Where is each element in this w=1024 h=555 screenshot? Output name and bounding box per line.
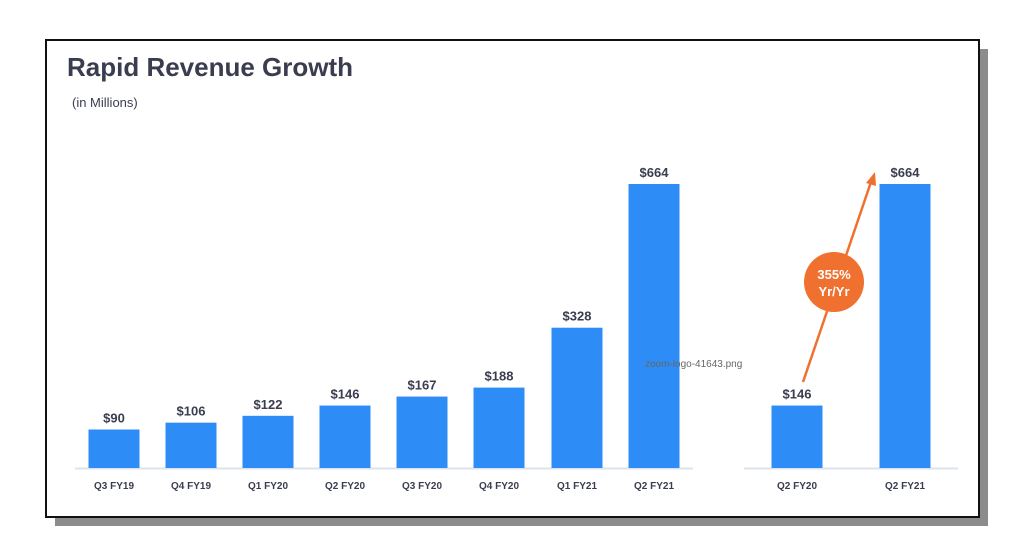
- main-data-label: $90: [103, 411, 125, 426]
- compare-bar: [771, 405, 823, 468]
- main-tick-label: Q4 FY20: [479, 481, 519, 492]
- main-tick-label: Q2 FY20: [325, 481, 365, 492]
- main-tick-label: Q3 FY20: [402, 481, 442, 492]
- main-data-label: $664: [640, 165, 670, 180]
- main-data-label: $328: [563, 309, 592, 324]
- main-tick-label: Q4 FY19: [171, 481, 211, 492]
- main-tick-label: Q2 FY21: [634, 481, 674, 492]
- watermark-text: zoom-logo-41643.png: [645, 359, 743, 370]
- main-tick-label: Q1 FY21: [557, 481, 597, 492]
- main-bar: [473, 387, 525, 468]
- main-bar: [628, 184, 680, 468]
- main-data-label: $146: [331, 387, 360, 402]
- chart-title: Rapid Revenue Growth: [67, 52, 354, 82]
- arrow-head-icon: [866, 172, 876, 186]
- growth-badge-period: Yr/Yr: [818, 284, 849, 299]
- main-data-label: $106: [177, 404, 206, 419]
- main-data-label: $122: [254, 397, 283, 412]
- chart-subtitle: (in Millions): [72, 95, 138, 110]
- compare-tick-label: Q2 FY21: [885, 481, 925, 492]
- main-bar: [165, 422, 217, 468]
- growth-badge-percent: 355%: [817, 267, 851, 282]
- compare-data-label: $146: [783, 387, 812, 402]
- main-data-label: $188: [485, 369, 514, 384]
- compare-tick-label: Q2 FY20: [777, 481, 817, 492]
- growth-badge: [804, 252, 864, 312]
- main-bar: [551, 327, 603, 468]
- compare-data-label: $664: [891, 165, 921, 180]
- main-bar: [88, 429, 140, 468]
- main-data-label: $167: [408, 378, 437, 393]
- main-tick-label: Q1 FY20: [248, 481, 288, 492]
- main-bar: [319, 405, 371, 468]
- compare-bar: [879, 184, 931, 468]
- main-bar: [242, 415, 294, 468]
- main-bar: [396, 396, 448, 468]
- main-tick-label: Q3 FY19: [94, 481, 134, 492]
